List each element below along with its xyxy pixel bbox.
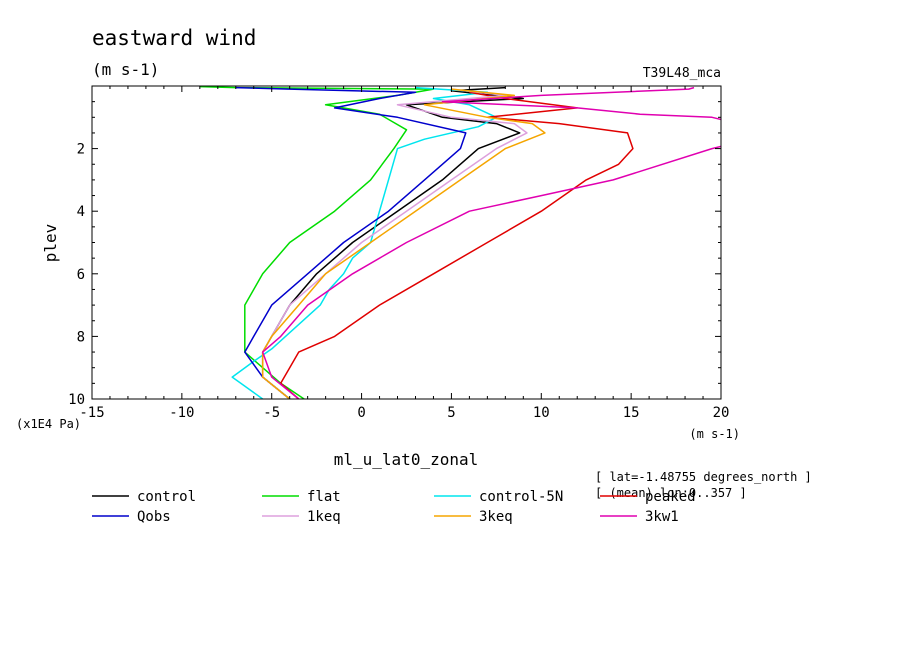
series-layer	[199, 86, 721, 399]
series-line-qobs	[235, 86, 467, 399]
y-axis-units: (x1E4 Pa)	[16, 417, 81, 431]
x-axis-label: ml_u_lat0_zonal	[334, 450, 479, 469]
series-line-control-5n	[231, 86, 498, 399]
legend-item-flat: flat	[262, 489, 341, 505]
series-line-peaked	[279, 91, 634, 399]
y-tick-label: 4	[77, 204, 85, 220]
legend-label: 3keq	[479, 509, 513, 525]
series-line-flat	[199, 86, 435, 399]
legend-item-3keq: 3keq	[434, 509, 513, 525]
legend-item-control-5n: control-5N	[434, 489, 563, 505]
series-line-3kw1	[261, 86, 721, 399]
legend-label: peaked	[645, 489, 696, 505]
legend-label: control-5N	[479, 489, 563, 505]
x-tick-label: 10	[533, 405, 550, 421]
x-tick-label: 15	[623, 405, 640, 421]
run-label: T39L48_mca	[643, 66, 721, 81]
legend-item-qobs: Qobs	[92, 509, 171, 525]
x-tick-label: 20	[713, 405, 730, 421]
x-tick-label: -15	[79, 405, 104, 421]
x-tick-label: -10	[169, 405, 194, 421]
x-axis-units: (m s-1)	[689, 427, 740, 441]
legend-label: control	[137, 489, 196, 505]
y-tick-label: 8	[77, 329, 85, 345]
legend-label: flat	[307, 489, 341, 505]
tick-layer: -15 -10 -5 0 5 10 15 20 2 4 6 8 10	[68, 85, 730, 421]
chart-units: (m s-1)	[92, 60, 159, 79]
x-tick-label: 0	[357, 405, 365, 421]
legend-item-peaked: peaked	[600, 489, 696, 505]
legend-item-3kw1: 3kw1	[600, 509, 679, 525]
legend-label: 1keq	[307, 509, 341, 525]
legend-item-control: control	[92, 489, 196, 505]
plot-frame	[91, 85, 722, 400]
legend-item-1keq: 1keq	[262, 509, 341, 525]
legend-label: 3kw1	[645, 509, 679, 525]
series-line-3keq	[261, 88, 546, 399]
x-tick-label: -5	[263, 405, 280, 421]
y-tick-label: 6	[77, 267, 85, 283]
y-tick-label: 2	[77, 142, 85, 158]
annotation-lat: [ lat=-1.48755 degrees_north ]	[595, 470, 812, 484]
series-line-1keq	[261, 88, 528, 399]
legend: control flat control-5N peaked Qobs 1keq 3keq 3…	[92, 489, 696, 525]
chart-title: eastward wind	[92, 26, 256, 50]
y-tick-label: 10	[68, 392, 85, 408]
legend-label: Qobs	[137, 509, 171, 525]
series-line-control	[261, 86, 525, 399]
x-tick-label: 5	[447, 405, 455, 421]
y-axis-label: plev	[41, 224, 60, 263]
